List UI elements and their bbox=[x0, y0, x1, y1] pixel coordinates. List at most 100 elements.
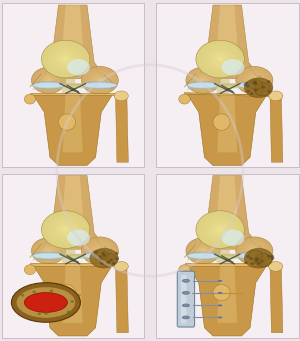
Polygon shape bbox=[184, 93, 270, 97]
Ellipse shape bbox=[47, 250, 50, 252]
Ellipse shape bbox=[244, 73, 265, 88]
Ellipse shape bbox=[67, 59, 90, 75]
Ellipse shape bbox=[34, 69, 64, 92]
Ellipse shape bbox=[208, 50, 232, 68]
Ellipse shape bbox=[250, 77, 259, 84]
Ellipse shape bbox=[187, 68, 219, 93]
Ellipse shape bbox=[49, 46, 82, 72]
Ellipse shape bbox=[32, 291, 36, 293]
Ellipse shape bbox=[38, 72, 59, 89]
Ellipse shape bbox=[193, 243, 213, 258]
Ellipse shape bbox=[99, 80, 101, 81]
Ellipse shape bbox=[16, 287, 75, 318]
Ellipse shape bbox=[237, 68, 272, 93]
Ellipse shape bbox=[247, 245, 262, 256]
Ellipse shape bbox=[43, 42, 88, 76]
Ellipse shape bbox=[86, 241, 113, 261]
Ellipse shape bbox=[205, 218, 235, 241]
Ellipse shape bbox=[249, 250, 263, 260]
Ellipse shape bbox=[87, 241, 113, 261]
Ellipse shape bbox=[192, 72, 214, 89]
Ellipse shape bbox=[241, 70, 268, 90]
Ellipse shape bbox=[253, 250, 256, 252]
Ellipse shape bbox=[214, 225, 226, 234]
Ellipse shape bbox=[191, 242, 214, 260]
Ellipse shape bbox=[239, 69, 269, 91]
Ellipse shape bbox=[210, 222, 230, 237]
Ellipse shape bbox=[52, 219, 80, 240]
Ellipse shape bbox=[252, 81, 256, 85]
Ellipse shape bbox=[209, 221, 231, 238]
Ellipse shape bbox=[254, 80, 255, 81]
Ellipse shape bbox=[218, 228, 222, 231]
FancyBboxPatch shape bbox=[156, 3, 298, 167]
Ellipse shape bbox=[267, 80, 270, 83]
Ellipse shape bbox=[63, 57, 69, 61]
Ellipse shape bbox=[190, 70, 216, 90]
Ellipse shape bbox=[106, 261, 110, 264]
Ellipse shape bbox=[197, 41, 243, 77]
Ellipse shape bbox=[57, 53, 74, 66]
Ellipse shape bbox=[45, 43, 86, 75]
Ellipse shape bbox=[93, 75, 107, 86]
Ellipse shape bbox=[243, 242, 266, 260]
Ellipse shape bbox=[182, 316, 190, 319]
Ellipse shape bbox=[37, 242, 60, 260]
Ellipse shape bbox=[241, 241, 268, 261]
Ellipse shape bbox=[218, 228, 223, 232]
Ellipse shape bbox=[33, 253, 64, 258]
Polygon shape bbox=[63, 254, 83, 262]
Ellipse shape bbox=[43, 76, 54, 85]
Ellipse shape bbox=[98, 250, 101, 252]
Ellipse shape bbox=[182, 304, 190, 307]
Ellipse shape bbox=[202, 80, 203, 81]
Ellipse shape bbox=[201, 79, 205, 81]
Ellipse shape bbox=[47, 215, 84, 244]
Ellipse shape bbox=[53, 220, 78, 239]
Ellipse shape bbox=[213, 284, 230, 301]
Ellipse shape bbox=[94, 76, 106, 85]
Ellipse shape bbox=[59, 224, 72, 235]
Ellipse shape bbox=[182, 291, 190, 294]
Ellipse shape bbox=[195, 245, 211, 257]
Ellipse shape bbox=[41, 74, 56, 86]
Ellipse shape bbox=[32, 238, 65, 263]
Ellipse shape bbox=[218, 58, 222, 60]
Polygon shape bbox=[216, 176, 239, 229]
Ellipse shape bbox=[248, 246, 260, 255]
Ellipse shape bbox=[211, 52, 229, 66]
Ellipse shape bbox=[207, 49, 233, 69]
Ellipse shape bbox=[194, 244, 212, 258]
Ellipse shape bbox=[92, 245, 108, 257]
Ellipse shape bbox=[100, 262, 104, 265]
Ellipse shape bbox=[246, 90, 250, 92]
Ellipse shape bbox=[39, 73, 58, 88]
Ellipse shape bbox=[190, 241, 216, 261]
Ellipse shape bbox=[199, 43, 241, 76]
Ellipse shape bbox=[193, 73, 213, 88]
Polygon shape bbox=[217, 84, 237, 92]
Ellipse shape bbox=[182, 279, 190, 282]
Ellipse shape bbox=[21, 294, 24, 297]
Ellipse shape bbox=[33, 239, 64, 263]
Ellipse shape bbox=[92, 245, 107, 256]
Ellipse shape bbox=[206, 219, 234, 240]
Ellipse shape bbox=[90, 243, 110, 258]
Polygon shape bbox=[188, 265, 267, 336]
Ellipse shape bbox=[194, 73, 212, 88]
Ellipse shape bbox=[84, 239, 116, 263]
Ellipse shape bbox=[91, 73, 109, 87]
Ellipse shape bbox=[61, 55, 70, 63]
Ellipse shape bbox=[33, 68, 64, 92]
Polygon shape bbox=[33, 295, 66, 301]
Ellipse shape bbox=[46, 78, 52, 83]
Ellipse shape bbox=[24, 265, 36, 275]
Ellipse shape bbox=[248, 75, 261, 86]
Ellipse shape bbox=[34, 239, 64, 262]
Ellipse shape bbox=[40, 244, 57, 257]
Polygon shape bbox=[33, 265, 113, 336]
Ellipse shape bbox=[214, 224, 227, 235]
Ellipse shape bbox=[32, 67, 66, 93]
Ellipse shape bbox=[46, 249, 51, 253]
Ellipse shape bbox=[239, 69, 270, 92]
